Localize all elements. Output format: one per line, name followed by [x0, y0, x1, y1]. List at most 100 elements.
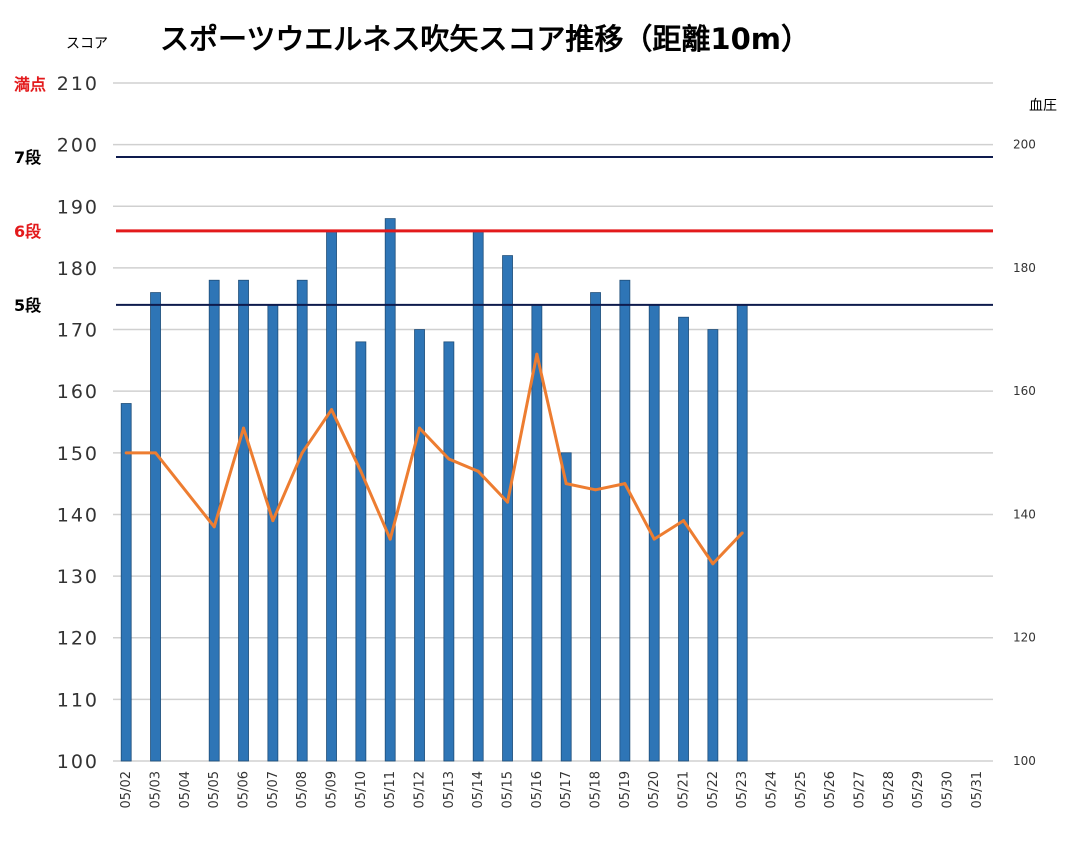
- y-tick-label: 200: [57, 135, 99, 157]
- y-axis-title: スコア: [66, 36, 108, 52]
- y-tick-label: 210: [57, 73, 99, 95]
- x-tick-label: 05/31: [970, 771, 985, 808]
- x-tick-label: 05/18: [589, 771, 604, 808]
- line-point: [418, 426, 422, 430]
- y-tick-label: 110: [57, 689, 99, 711]
- line-point: [476, 469, 480, 473]
- line-point: [564, 482, 568, 486]
- x-tick-label: 05/17: [559, 771, 574, 808]
- bar: [150, 292, 161, 762]
- y2-tick-label: 200: [1013, 138, 1036, 152]
- line-point: [154, 451, 158, 455]
- bar: [707, 329, 719, 762]
- bar: [414, 329, 425, 762]
- bar: [384, 218, 396, 762]
- x-tick-label: 05/22: [706, 771, 721, 808]
- line-point: [359, 469, 363, 473]
- y-tick-label: 150: [57, 443, 99, 465]
- y-tick-label: 180: [57, 258, 99, 280]
- bar: [619, 279, 631, 762]
- y-tick-label: 130: [57, 566, 99, 588]
- x-tick-label: 05/14: [471, 771, 486, 808]
- y-tick-label: 140: [57, 504, 99, 526]
- line-point: [447, 457, 451, 461]
- gridlines: [113, 82, 993, 762]
- chart-title: スポーツウエルネス吹矢スコア推移（距離10m）: [160, 22, 810, 56]
- x-tick-label: 05/06: [237, 771, 252, 808]
- line-series: [124, 352, 744, 566]
- bar-series: [120, 218, 748, 762]
- x-tick-label: 05/27: [853, 771, 868, 808]
- y2-tick-label: 180: [1013, 261, 1036, 275]
- line-point: [506, 500, 510, 504]
- line-point: [623, 482, 627, 486]
- bar: [238, 279, 249, 762]
- line-point: [594, 488, 598, 492]
- x-tick-label: 05/02: [119, 771, 134, 808]
- x-tick-label: 05/16: [530, 771, 545, 808]
- line-point: [388, 537, 392, 541]
- y-tick-label: 160: [57, 381, 99, 403]
- line-point: [300, 451, 304, 455]
- bar: [326, 230, 337, 762]
- x-tick-label: 05/26: [823, 771, 838, 808]
- x-tick-label: 05/08: [295, 771, 310, 808]
- y-tick-label: 190: [57, 196, 99, 218]
- left-axis-ticks: 100 110 120 130 140 150 160 170 180 190 200 210: [57, 73, 99, 773]
- y-tick-label: 170: [57, 320, 99, 342]
- line-point: [652, 537, 656, 541]
- line-point: [330, 408, 334, 412]
- line-point: [535, 352, 539, 356]
- reference-label: 5段: [14, 296, 42, 315]
- reference-lines: [116, 155, 993, 306]
- bar: [267, 304, 279, 762]
- bar: [472, 230, 484, 762]
- line-point: [711, 562, 715, 566]
- reference-labels: 満点 7段 6段 5段: [14, 75, 46, 315]
- x-tick-label: 05/03: [149, 771, 164, 808]
- y-tick-label: 120: [57, 628, 99, 650]
- bar: [502, 255, 513, 762]
- x-tick-label: 05/05: [207, 771, 222, 808]
- x-tick-label: 05/23: [735, 771, 750, 808]
- x-tick-label: 05/24: [765, 771, 780, 808]
- y2-tick-label: 160: [1013, 384, 1036, 398]
- x-tick-label: 05/04: [178, 771, 193, 808]
- x-tick-label: 05/10: [354, 771, 369, 808]
- reference-label: 7段: [14, 148, 42, 167]
- y2-axis-title: 血圧: [1029, 98, 1057, 114]
- x-tick-label: 05/30: [941, 771, 956, 808]
- bar: [296, 279, 308, 762]
- x-tick-label: 05/25: [794, 771, 809, 808]
- x-tick-label: 05/12: [413, 771, 428, 808]
- bar: [590, 292, 601, 762]
- line-point: [124, 451, 128, 455]
- line-point: [740, 531, 744, 535]
- bar: [443, 341, 455, 762]
- x-tick-label: 05/19: [618, 771, 633, 808]
- line-point: [271, 519, 275, 523]
- x-tick-label: 05/11: [383, 771, 398, 808]
- x-tick-label: 05/28: [882, 771, 897, 808]
- x-tick-label: 05/09: [325, 771, 340, 808]
- right-axis-ticks: 100 120 140 160 180 200: [1013, 138, 1036, 768]
- y2-tick-label: 120: [1013, 631, 1036, 645]
- x-tick-label: 05/15: [501, 771, 516, 808]
- y2-tick-label: 140: [1013, 507, 1036, 521]
- bar: [355, 341, 367, 762]
- line-point: [682, 519, 686, 523]
- bar: [560, 452, 572, 762]
- x-tick-label: 05/29: [911, 771, 926, 808]
- x-axis-ticks: 05/02 05/03 05/04 05/05 05/06 05/07 05/08 05/09…: [119, 771, 985, 808]
- reference-label: 6段: [14, 222, 42, 241]
- x-tick-label: 05/07: [266, 771, 281, 808]
- line-point: [242, 426, 246, 430]
- x-tick-label: 05/21: [677, 771, 692, 808]
- y-tick-label: 100: [57, 751, 99, 773]
- line-point: [212, 525, 216, 529]
- x-tick-label: 05/20: [647, 771, 662, 808]
- y2-tick-label: 100: [1013, 754, 1036, 768]
- bar: [678, 316, 689, 762]
- reference-label: 満点: [14, 75, 46, 94]
